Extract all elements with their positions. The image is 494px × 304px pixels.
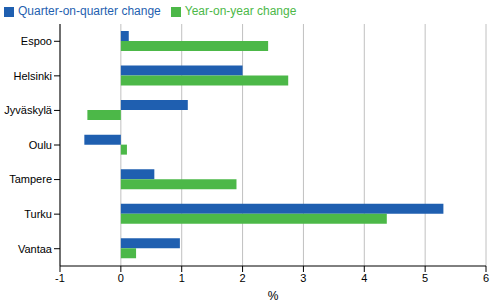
svg-text:Jyväskylä: Jyväskylä [8,104,53,116]
svg-text:5: 5 [422,272,428,284]
svg-text:1: 1 [179,272,185,284]
svg-text:Espoo: Espoo [21,35,52,47]
svg-text:Tampere: Tampere [9,173,52,185]
html-text:Year-on-year change: Year-on-year change [184,4,297,18]
svg-text:Turku: Turku [24,208,52,220]
svg-text:%: % [268,289,279,303]
svg-text:2: 2 [240,272,246,284]
svg-text:-1: -1 [55,272,65,284]
svg-text:6: 6 [483,272,486,284]
svg-text:Helsinki: Helsinki [13,70,52,82]
svg-text:0: 0 [118,272,124,284]
svg-text:Oulu: Oulu [29,139,52,151]
svg-text:3: 3 [300,272,306,284]
svg-text:Vantaa: Vantaa [18,243,53,255]
html-text:Quarter-on-quarter change: Quarter-on-quarter change [18,4,161,18]
svg-text:4: 4 [361,272,367,284]
